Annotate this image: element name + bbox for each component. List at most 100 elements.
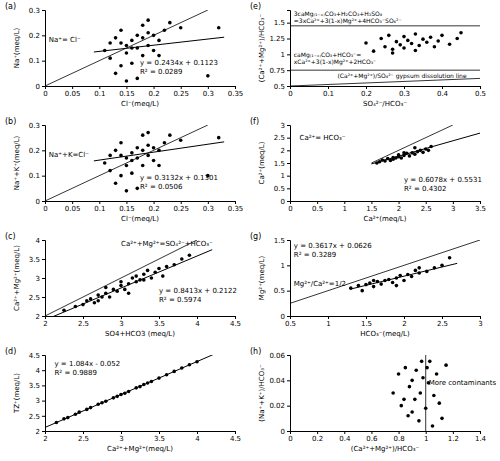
y-axis-title: Na⁺(meq/L) [13,27,21,68]
x-tick-mark [99,201,100,204]
y-tick-mark [287,86,290,87]
x-tick: 3 [451,201,455,213]
x-tick: 0.4 [339,431,351,443]
x-tick-mark [121,431,122,434]
y-tick-mark [42,431,45,432]
y-tick: 0.75 [269,67,290,75]
point [357,284,361,288]
fit-label: y = 0.2434x + 0.1123 [140,59,218,67]
point [152,146,156,150]
x-tick: 0.2 [149,201,160,213]
point [104,291,108,295]
y-tick: 1.5 [274,237,290,245]
x-tick-label: 2.5 [421,205,432,213]
y-tick-mark [42,297,45,298]
y-tick-label: 1 [281,51,285,59]
point [444,363,448,367]
point [89,406,93,410]
y-tick-label: 0 [36,83,40,91]
x-tick-label: 0.3 [203,90,214,98]
x-axis: 00.511.522.533.5 [288,201,486,213]
point [125,44,129,48]
point [404,366,408,370]
plot-area [391,355,448,431]
x-tick-mark [197,431,198,434]
x-tick: 0 [43,86,47,98]
point [119,284,123,288]
y-tick-mark [42,125,45,126]
point [125,51,129,55]
point [114,72,118,76]
point [414,49,418,53]
point [135,156,139,160]
point [427,149,431,153]
point [172,263,176,267]
fit-label: y = 0.3132x + 0.1301 [140,174,218,182]
x-tick: 0.2 [361,86,372,98]
y-tick-mark [287,150,290,151]
y-tick: 2.5 [274,134,290,142]
y-tick-label: 0.5 [274,287,285,295]
fit-label: R² = 0.9889 [55,369,97,377]
point [397,372,401,376]
x-axis-line [291,202,481,205]
x-tick: 2.5 [437,316,448,328]
y-tick-mark [287,240,290,241]
x-tick-mark [235,316,236,319]
y-tick: 1.5 [274,160,290,168]
point [406,39,410,43]
point [157,39,161,43]
point [62,417,66,421]
x-tick-label: 0 [288,205,292,213]
y-tick-label: 0.75 [269,67,285,75]
point [431,424,435,428]
point [130,61,134,65]
x-axis-line [46,202,236,205]
x-tick-mark [317,201,318,204]
point [217,26,221,30]
x-tick: 1.5 [366,201,377,213]
point [123,392,127,396]
y-tick-label: 0 [281,313,285,321]
point [440,417,444,421]
point [85,299,89,303]
y-tick: 0.5 [274,83,290,91]
x-tick-label: 0.1 [94,205,105,213]
x-tick-label: 4 [195,320,200,328]
y-tick-label: 2.5 [29,294,40,302]
point [157,267,161,271]
y-tick-mark [287,406,290,407]
x-tick-mark [453,431,454,434]
point [168,21,172,25]
fit-label: R² = 0.5974 [159,296,202,304]
y-tick-label: 3.5 [29,256,40,264]
y-tick: 2 [281,147,290,155]
point [161,274,165,278]
x-tick: 3 [119,431,123,443]
fit-label: y = 1.084x - 0.052 [55,360,121,368]
x-axis-line [291,317,481,320]
x-tick-label: 0 [43,205,47,213]
point [100,295,104,299]
y-tick-label: 0.2 [29,32,40,40]
x-axis-title: (Ca²⁺+Mg²⁺)/HCO₃⁻ [351,445,420,453]
point [421,376,425,380]
point [180,366,184,370]
point [413,398,417,402]
point [432,394,436,398]
point [425,270,429,274]
x-tick-label: 0.3 [203,205,214,213]
y-tick: 0 [281,198,290,206]
point [103,161,107,165]
x-tick: 2.5 [421,201,432,213]
point [399,156,403,160]
point [425,366,429,370]
y-axis-line [42,356,46,432]
fit-label: y = 0.3617x + 0.0626 [294,242,372,250]
x-tick-label: 0.25 [173,205,189,213]
y-tick-mark [287,70,290,71]
point [103,49,107,53]
y-tick-mark [287,23,290,24]
y-tick-label: 2 [36,428,40,436]
point [100,401,104,405]
